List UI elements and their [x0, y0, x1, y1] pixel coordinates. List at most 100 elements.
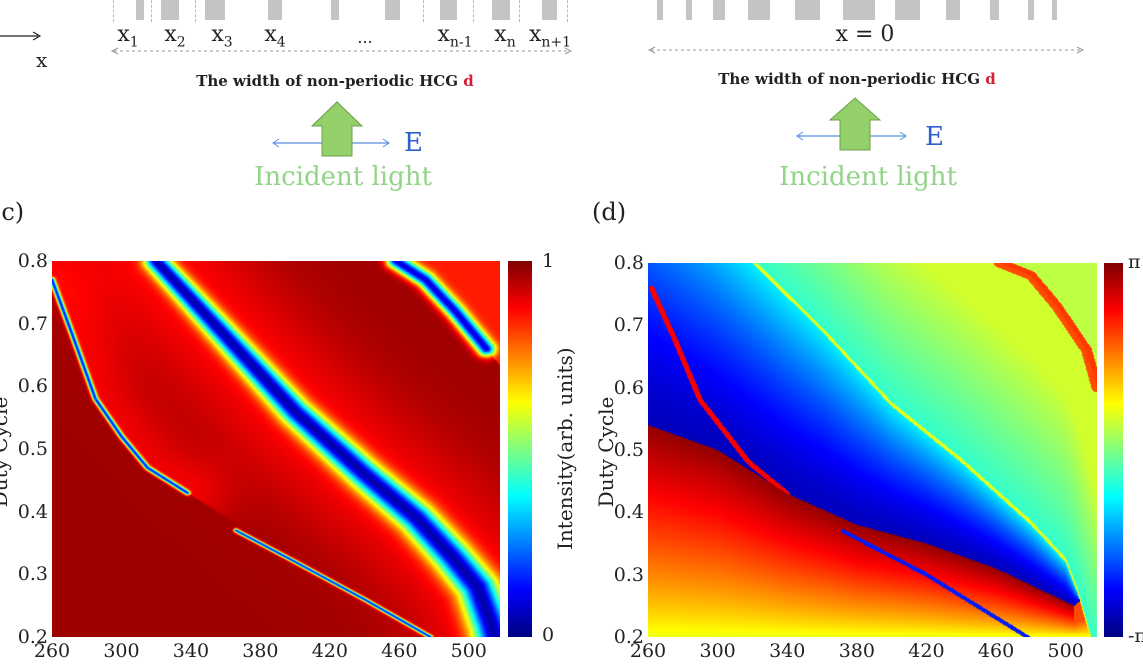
- y-tick-label: 0.6: [613, 376, 644, 399]
- x-tick-label: 460: [381, 640, 418, 662]
- colorbar-max-label: π: [1128, 251, 1141, 273]
- grating-position-label: x3: [211, 22, 232, 50]
- left-width-caption: The width of non-periodic HCG d: [196, 72, 474, 90]
- grating-bar: [268, 0, 282, 20]
- y-tick-label: 0.2: [613, 626, 644, 648]
- x-tick-label: 500: [450, 640, 487, 662]
- position-base: x: [437, 22, 450, 47]
- grating-position-label: xn+1: [529, 22, 571, 50]
- x-tick-label: 300: [103, 640, 140, 662]
- x-tick-label: 420: [908, 640, 945, 662]
- phase-heatmap-image: [648, 263, 1097, 637]
- width-variable: d: [463, 72, 474, 90]
- right-width-caption: The width of non-periodic HCG d: [718, 70, 996, 88]
- grating-boundary-line: [473, 0, 474, 22]
- grating-position-label: xn: [494, 22, 515, 50]
- position-subscript: n-1: [449, 34, 473, 51]
- x-tick-label: 380: [838, 640, 875, 662]
- y-tick-label: 0.8: [17, 250, 48, 272]
- y-tick-label: 0.5: [17, 438, 48, 460]
- x-tick-label: 460: [977, 640, 1015, 662]
- x-tick-label: 300: [699, 640, 736, 662]
- center-position-label: x = 0: [835, 22, 895, 47]
- x-tick-label: 380: [242, 640, 279, 662]
- left-incident-light-label: Incident light: [254, 162, 432, 192]
- y-axis-label: Duty Cycle: [0, 396, 12, 508]
- y-tick-label: 0.4: [17, 500, 48, 523]
- x-tick-label: 260: [33, 640, 71, 662]
- grating-bar: [542, 0, 557, 20]
- incident-light-arrow-icon: [796, 97, 907, 151]
- right-field-label: E: [925, 122, 944, 152]
- grating-bar: [1052, 0, 1057, 20]
- incident-light-arrow-icon: [272, 101, 390, 157]
- x-axis-arrow-icon: [0, 31, 42, 41]
- y-tick-label: 0.2: [17, 626, 48, 648]
- colorbar-label: Intensity(arb. units): [553, 347, 577, 550]
- width-dimension-arrow: [110, 47, 573, 55]
- intensity-colorbar: [508, 261, 532, 637]
- x-tick-label: 340: [172, 640, 210, 662]
- position-base: ...: [357, 28, 373, 47]
- intensity-heatmap-image: [52, 261, 500, 637]
- right-width-dimension-arrow: [647, 46, 1085, 54]
- position-base: x: [164, 22, 177, 47]
- grating-bar: [686, 0, 692, 20]
- grating-bar: [895, 0, 920, 20]
- grating-bar: [161, 0, 179, 20]
- position-subscript: n: [506, 34, 516, 51]
- x-tick-label: 500: [1047, 640, 1084, 662]
- grating-boundary-line: [113, 0, 114, 22]
- panel-d-label: (d): [592, 198, 627, 226]
- grating-bar: [657, 0, 663, 20]
- grating-bar: [385, 0, 400, 20]
- y-tick-label: 0.3: [17, 563, 48, 586]
- grating-bar: [492, 0, 510, 20]
- y-tick-label: 0.5: [613, 439, 644, 461]
- grating-bar: [748, 0, 770, 20]
- position-base: x: [264, 22, 277, 47]
- position-base: x: [211, 22, 224, 47]
- position-subscript: 4: [276, 34, 286, 51]
- position-subscript: 3: [223, 34, 233, 51]
- grating-bar: [205, 0, 225, 20]
- position-base: x: [117, 22, 130, 47]
- y-tick-label: 0.6: [17, 375, 48, 398]
- grating-bar: [946, 0, 960, 20]
- x-tick-label: 260: [629, 640, 667, 662]
- y-tick-label: 0.8: [613, 252, 644, 274]
- grating-bar: [331, 0, 339, 20]
- grating-bar: [713, 0, 725, 20]
- y-tick-label: 0.7: [17, 312, 48, 335]
- colorbar-min-label: -π: [1128, 625, 1143, 647]
- position-subscript: 2: [176, 34, 186, 51]
- colorbar-max-label: 1: [542, 250, 555, 272]
- grating-bar: [136, 0, 144, 20]
- grating-position-label: ...: [357, 28, 372, 51]
- colorbar-min-label: 0: [542, 624, 555, 646]
- grating-boundary-line: [195, 0, 196, 22]
- y-tick-label: 0.4: [613, 501, 644, 524]
- right-incident-light-label: Incident light: [779, 162, 957, 192]
- grating-boundary-line: [567, 0, 568, 22]
- x-tick-label: 340: [769, 640, 806, 662]
- grating-bar: [440, 0, 457, 20]
- y-tick-label: 0.3: [613, 563, 644, 586]
- phase-colorbar: [1104, 263, 1123, 637]
- grating-bar: [1028, 0, 1034, 20]
- grating-position-label: xn-1: [437, 22, 472, 50]
- grating-boundary-line: [151, 0, 152, 22]
- grating-bar: [843, 0, 875, 20]
- caption-text: The width of non-periodic HCG: [718, 70, 981, 88]
- grating-boundary-line: [423, 0, 424, 22]
- grating-bar: [990, 0, 999, 20]
- position-subscript: 1: [129, 34, 139, 51]
- caption-text: The width of non-periodic HCG: [196, 72, 459, 90]
- panel-c-label: (c): [0, 198, 25, 226]
- width-variable: d: [985, 70, 996, 88]
- x-axis-label: x: [36, 48, 48, 72]
- grating-bar: [795, 0, 820, 20]
- grating-position-label: x2: [164, 22, 185, 50]
- x-tick-label: 420: [311, 640, 348, 662]
- left-field-label: E: [404, 128, 423, 158]
